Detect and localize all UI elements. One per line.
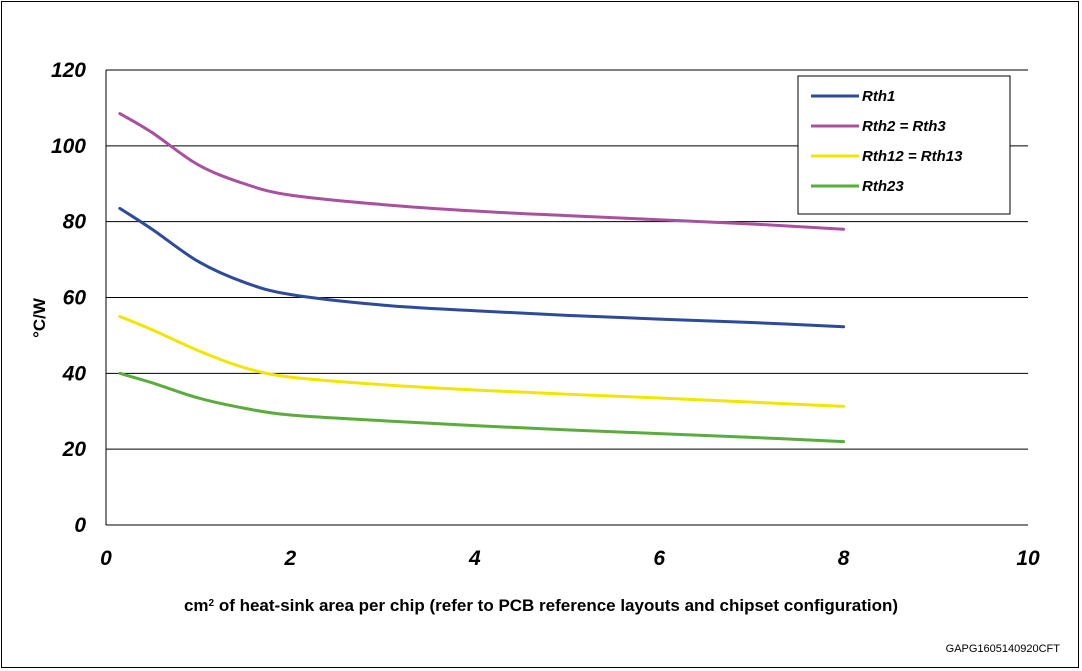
x-axis-title: cm2 of heat-sink area per chip (refer to…: [184, 596, 898, 615]
series-line-2: [120, 114, 844, 230]
x-tick-label: 6: [653, 547, 665, 570]
x-axis-title-text: of heat-sink area per chip (refer to PCB…: [214, 596, 898, 615]
y-axis-title: °C/W: [30, 297, 49, 338]
series-line-4: [120, 373, 844, 441]
legend-label: Rth23: [862, 178, 904, 195]
y-tick-label: 100: [51, 135, 86, 158]
x-axis-title-unit: cm: [184, 596, 209, 615]
y-tick-label: 80: [63, 211, 87, 234]
y-tick-label: 120: [51, 59, 86, 82]
series-line-3: [120, 316, 844, 406]
figure-code: GAPG1605140920CFT: [946, 643, 1060, 655]
legend-label: Rth1: [862, 88, 895, 105]
x-tick-label: 2: [284, 547, 297, 570]
x-tick-label: 8: [838, 547, 850, 570]
x-tick-label: 4: [468, 547, 481, 570]
y-tick-label: 40: [62, 362, 87, 385]
series-lines: [120, 114, 844, 442]
y-tick-label: 0: [74, 514, 86, 537]
x-tick-label: 10: [1016, 547, 1040, 570]
y-tick-labels: 0 20 40 60 80 100 120: [51, 59, 86, 537]
y-tick-label: 60: [63, 287, 87, 310]
legend: Rth1 Rth2 = Rth3 Rth12 = Rth13 Rth23: [798, 76, 1010, 214]
legend-label: Rth12 = Rth13: [862, 148, 963, 165]
y-tick-label: 20: [62, 438, 87, 461]
legend-label: Rth2 = Rth3: [862, 118, 946, 135]
x-tick-labels: 0 2 4 6 8 10: [100, 547, 1040, 570]
x-tick-label: 0: [100, 547, 112, 570]
series-line-1: [120, 208, 844, 326]
